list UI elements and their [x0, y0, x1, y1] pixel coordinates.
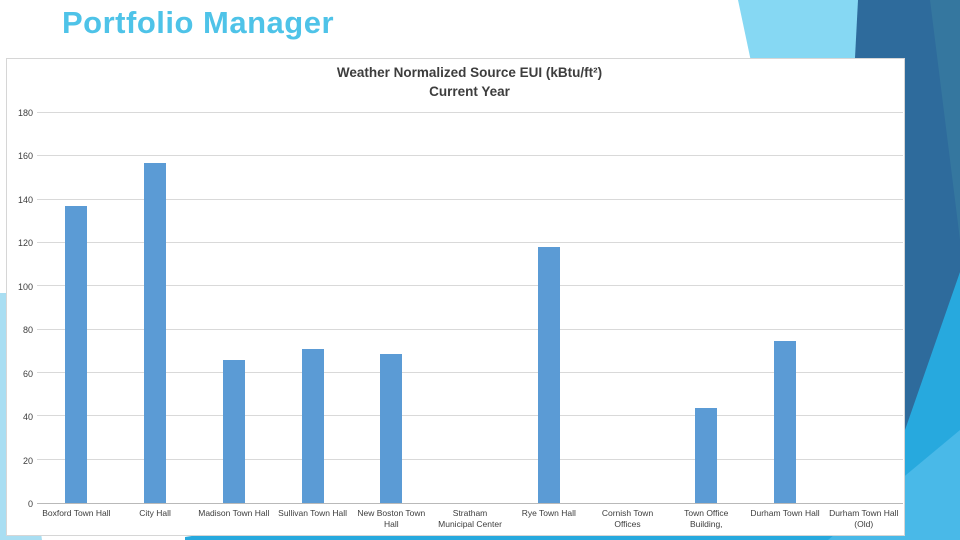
- gridline: [37, 242, 903, 244]
- bar-slot: [37, 113, 116, 503]
- bar-slot: [273, 113, 352, 503]
- y-tick-label: 80: [22, 325, 33, 336]
- bar-4: [380, 353, 403, 503]
- chart-title-line2: Current Year: [429, 83, 510, 99]
- x-axis-label: Madison Town Hall: [198, 508, 270, 518]
- bar-slot: [509, 113, 588, 503]
- bar-slot: [824, 113, 903, 503]
- chart-title-line1: Weather Normalized Source EUI (kBtu/ft²): [336, 65, 603, 80]
- bar-8: [695, 407, 718, 503]
- bar-series: [37, 113, 903, 503]
- chart-panel: Weather Normalized Source EUI (kBtu/ft²)…: [6, 58, 905, 536]
- x-axis-label: Rye Town Hall: [521, 508, 576, 518]
- y-axis: 0 20 40 60 80 100 120 140 160 180: [7, 108, 33, 509]
- x-axis-label: Cornish Town Offices: [601, 508, 654, 530]
- bar-slot: [667, 113, 746, 503]
- bar-0: [65, 206, 88, 503]
- gridline: [37, 415, 903, 417]
- y-tick-label: 100: [17, 281, 33, 292]
- x-axis-label: New Boston Town Hall: [357, 508, 426, 530]
- x-axis-label: Town Office Building,: [684, 508, 729, 530]
- bar-slot: [352, 113, 431, 503]
- gridline: [37, 285, 903, 287]
- x-axis-label: Boxford Town Hall: [42, 508, 111, 518]
- bar-slot: [588, 113, 667, 503]
- bar-6: [537, 247, 560, 503]
- gridline: [37, 198, 903, 200]
- y-tick-label: 60: [22, 368, 33, 379]
- bar-slot: [431, 113, 510, 503]
- x-axis-label: City Hall: [139, 508, 171, 518]
- x-axis-label: Durham Town Hall: [750, 508, 820, 518]
- bar-slot: [194, 113, 273, 503]
- plot-area: [37, 112, 903, 504]
- chart-title: Weather Normalized Source EUI (kBtu/ft²)…: [37, 64, 902, 102]
- gridline: [37, 112, 903, 113]
- y-tick-label: 40: [22, 412, 33, 423]
- bar-2: [222, 360, 245, 503]
- x-axis-label: Durham Town Hall (Old): [829, 508, 899, 530]
- slide-title: Portfolio Manager: [62, 5, 335, 40]
- y-tick-label: 120: [17, 238, 33, 249]
- bar-slot: [116, 113, 195, 503]
- y-tick-label: 20: [22, 455, 33, 466]
- bar-slot: [746, 113, 825, 503]
- gridline: [37, 458, 903, 460]
- x-axis-labels: Boxford Town Hall City Hall Madison Town H…: [37, 508, 903, 530]
- y-tick-label: 140: [17, 194, 33, 205]
- y-tick-label: 0: [27, 499, 33, 509]
- bar-9: [773, 340, 796, 503]
- y-tick-label: 160: [17, 151, 33, 162]
- bar-3: [301, 349, 324, 503]
- gridline: [37, 155, 903, 157]
- gridline: [37, 328, 903, 330]
- x-axis-label: Stratham Municipal Center: [438, 508, 502, 530]
- y-tick-label: 180: [17, 108, 33, 118]
- gridline: [37, 372, 903, 374]
- x-axis-label: Sullivan Town Hall: [278, 508, 347, 518]
- bar-1: [144, 162, 167, 503]
